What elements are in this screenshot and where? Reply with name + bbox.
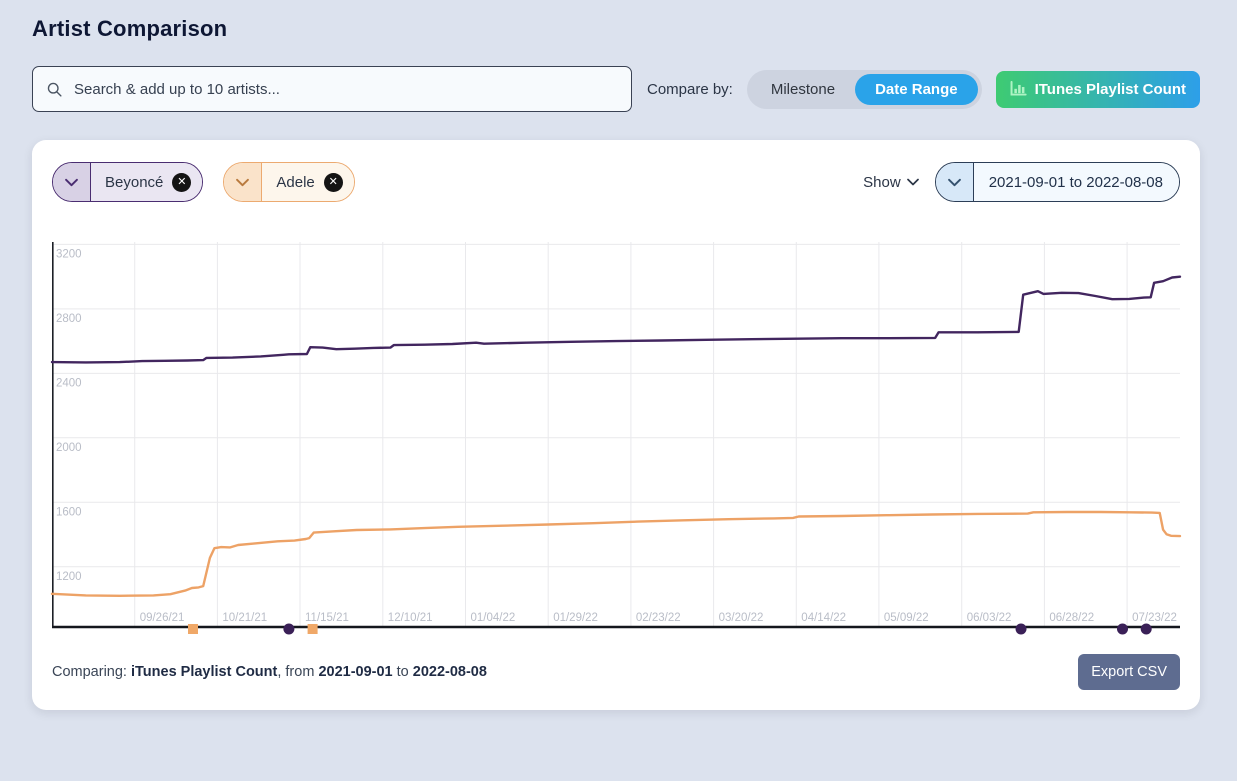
artist-chip-beyonce: Beyoncé ✕ [52, 162, 204, 202]
svg-text:3200: 3200 [56, 248, 82, 260]
comparing-metric: iTunes Playlist Count [130, 664, 278, 680]
svg-text:07/23/22: 07/23/22 [1132, 612, 1177, 624]
compare-by-label: Compare by: [646, 80, 733, 98]
artist-chip-name: Adele [276, 173, 315, 191]
artist-chip-dropdown[interactable] [224, 163, 263, 201]
svg-text:1200: 1200 [56, 571, 82, 583]
svg-text:10/21/21: 10/21/21 [222, 612, 267, 624]
artist-chip-dropdown[interactable] [53, 163, 91, 201]
svg-text:03/20/22: 03/20/22 [719, 612, 764, 624]
remove-artist-icon[interactable]: ✕ [323, 172, 343, 192]
svg-text:04/14/22: 04/14/22 [801, 612, 846, 624]
comparing-to-date: 2022-08-08 [412, 664, 487, 680]
svg-text:06/28/22: 06/28/22 [1049, 612, 1094, 624]
comparing-from-date: 2021-09-01 [318, 664, 393, 680]
svg-text:2400: 2400 [56, 377, 82, 389]
date-range-selector[interactable]: 2021-09-01 to 2022-08-08 [934, 162, 1180, 202]
toggle-option-milestone[interactable]: Milestone [770, 80, 836, 98]
svg-text:2000: 2000 [56, 442, 82, 454]
export-csv-button[interactable]: Export CSV [1078, 654, 1180, 690]
show-label: Show [863, 173, 901, 191]
comparing-summary: Comparing: iTunes Playlist Count, from 2… [52, 664, 487, 680]
toolbar: Compare by: Milestone Date Range ITunes … [32, 66, 1200, 112]
svg-text:2800: 2800 [56, 313, 82, 325]
svg-text:12/10/21: 12/10/21 [388, 612, 433, 624]
compare-controls: Compare by: Milestone Date Range ITunes … [646, 69, 1200, 109]
comparison-chart: 1200 1600 2000 2400 2800 3200 09/26/21 10/21/21… [50, 242, 1182, 635]
artist-search-box[interactable] [32, 66, 632, 112]
chevron-down-icon [65, 178, 78, 187]
remove-artist-icon[interactable]: ✕ [172, 172, 192, 192]
bar-chart-icon [1010, 81, 1027, 97]
svg-text:11/15/21: 11/15/21 [305, 612, 349, 624]
card-header: Beyoncé ✕ Adele ✕ Show [52, 162, 1180, 202]
chevron-down-icon [236, 178, 250, 187]
artist-chip-adele: Adele ✕ [223, 162, 355, 202]
chart-area: 1200 1600 2000 2400 2800 3200 09/26/21 10/21/21… [50, 242, 1182, 635]
svg-text:01/29/22: 01/29/22 [553, 612, 598, 624]
date-range-dropdown[interactable] [935, 163, 974, 201]
artist-chip-name: Beyoncé [105, 173, 164, 191]
svg-text:1600: 1600 [56, 506, 82, 518]
page-title: Artist Comparison [32, 16, 228, 41]
comparison-card: Beyoncé ✕ Adele ✕ Show [32, 140, 1200, 710]
artist-chips: Beyoncé ✕ Adele ✕ [52, 162, 355, 202]
svg-text:09/26/21: 09/26/21 [140, 612, 185, 624]
search-icon [46, 81, 63, 98]
metric-button-label: ITunes Playlist Count [1034, 80, 1186, 98]
svg-text:06/03/22: 06/03/22 [967, 612, 1012, 624]
svg-text:01/04/22: 01/04/22 [471, 612, 516, 624]
svg-text:02/23/22: 02/23/22 [636, 612, 681, 624]
date-range-value: 2021-09-01 to 2022-08-08 [973, 163, 1179, 201]
compare-mode-toggle: Milestone Date Range [746, 69, 982, 109]
chevron-down-icon [906, 178, 919, 186]
show-menu-button[interactable]: Show [863, 174, 919, 191]
header-right-controls: Show 2021-09-01 to 2022-08-08 [863, 162, 1180, 202]
metric-selector-button[interactable]: ITunes Playlist Count [995, 70, 1200, 108]
toggle-option-date-range[interactable]: Date Range [855, 73, 978, 105]
search-input[interactable] [72, 79, 618, 99]
chevron-down-icon [947, 178, 961, 187]
svg-text:05/09/22: 05/09/22 [884, 612, 929, 624]
card-footer: Comparing: iTunes Playlist Count, from 2… [52, 654, 1180, 690]
